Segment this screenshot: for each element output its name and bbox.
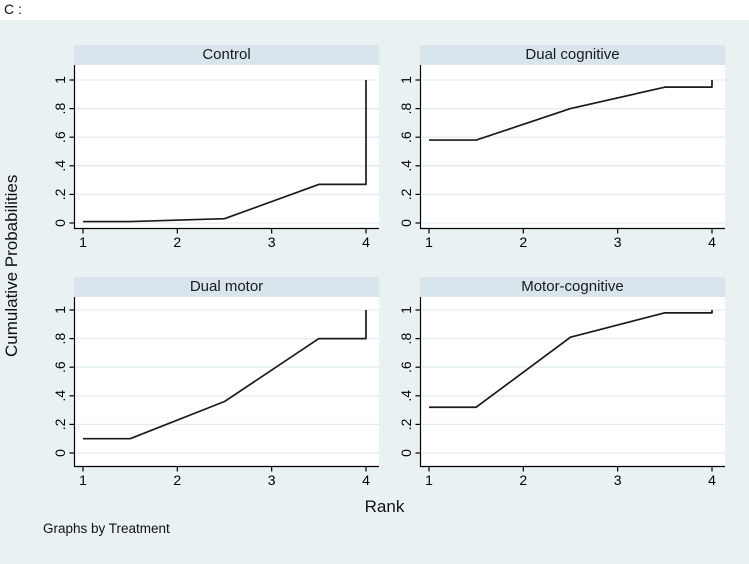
svg-text:.2: .2 [52,418,68,430]
panel-motor-cognitive: Motor-cognitive 0 .2 .4 .6 .8 1 1 2 3 4 [390,277,725,493]
svg-text:.6: .6 [52,361,68,373]
svg-text:4: 4 [362,234,370,250]
svg-text:1: 1 [398,306,414,314]
svg-text:2: 2 [173,234,181,250]
panel-dual-cognitive: Dual cognitive 0 .2 .4 .6 .8 1 1 2 3 4 [390,45,725,255]
panel-title: Motor-cognitive [420,277,725,297]
svg-text:.6: .6 [398,131,414,143]
svg-text:.8: .8 [398,103,414,115]
y-axis-title: Cumulative Probabilities [2,174,21,358]
svg-text:2: 2 [519,472,527,488]
panel-title: Dual motor [74,277,379,297]
panel-title: Control [74,45,379,65]
svg-text:4: 4 [708,472,716,488]
by-note: Graphs by Treatment [43,521,170,536]
x-axis-title: Rank [364,497,405,516]
svg-text:.8: .8 [398,333,414,345]
svg-text:0: 0 [52,219,68,227]
svg-text:1: 1 [52,306,68,314]
svg-text:.2: .2 [398,188,414,200]
panel-plot-control: 0 .2 .4 .6 .8 1 1 2 3 4 [52,65,379,250]
svg-text:.6: .6 [398,361,414,373]
panel-dual-motor: Dual motor 0 .2 .4 .6 .8 1 1 2 3 4 [44,277,379,493]
panel-control: Control 0 .2 .4 .6 .8 1 1 2 3 4 [44,45,379,255]
figure-label: C : [4,1,22,17]
svg-text:.4: .4 [398,390,414,402]
svg-text:1: 1 [79,234,87,250]
panel-plot-motor-cognitive: 0 .2 .4 .6 .8 1 1 2 3 4 [398,297,725,488]
svg-text:.2: .2 [52,188,68,200]
svg-text:.2: .2 [398,418,414,430]
svg-text:.4: .4 [398,160,414,172]
panel-plot-dual-motor: 0 .2 .4 .6 .8 1 1 2 3 4 [52,297,379,488]
svg-text:.6: .6 [52,131,68,143]
svg-text:3: 3 [268,472,276,488]
svg-text:3: 3 [268,234,276,250]
svg-text:0: 0 [52,449,68,457]
svg-text:1: 1 [425,234,433,250]
svg-text:.8: .8 [52,103,68,115]
svg-text:.8: .8 [52,333,68,345]
panel-plot-dual-cognitive: 0 .2 .4 .6 .8 1 1 2 3 4 [398,65,725,250]
svg-text:1: 1 [425,472,433,488]
svg-text:2: 2 [173,472,181,488]
svg-text:4: 4 [362,472,370,488]
svg-text:3: 3 [614,472,622,488]
svg-text:1: 1 [398,76,414,84]
svg-text:0: 0 [398,219,414,227]
svg-text:3: 3 [614,234,622,250]
svg-text:4: 4 [708,234,716,250]
svg-text:1: 1 [79,472,87,488]
svg-text:.4: .4 [52,390,68,402]
svg-text:2: 2 [519,234,527,250]
svg-text:1: 1 [52,76,68,84]
panel-title: Dual cognitive [420,45,725,65]
svg-text:0: 0 [398,449,414,457]
svg-text:.4: .4 [52,160,68,172]
